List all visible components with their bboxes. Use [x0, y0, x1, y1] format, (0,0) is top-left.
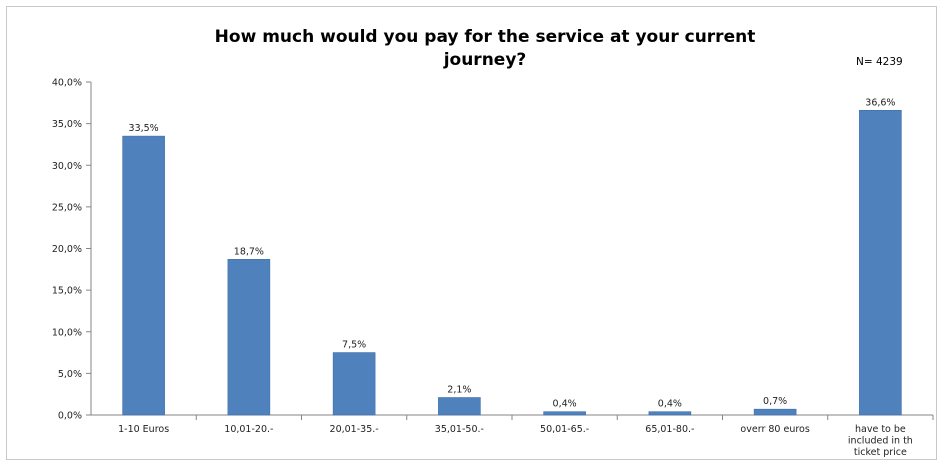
bar [332, 352, 376, 416]
y-tick-label: 20,0% [52, 244, 82, 255]
x-tick-label: 50,01-65.- [540, 424, 589, 435]
data-label: 33,5% [129, 123, 159, 134]
data-label: 0,4% [553, 399, 577, 410]
y-tick-label: 40,0% [52, 78, 82, 89]
data-label: 18,7% [234, 246, 264, 257]
x-tick-label: 35,01-50.- [435, 424, 484, 435]
bar [227, 259, 271, 416]
bar [753, 408, 797, 416]
sample-size-annotation: N= 4239 [856, 56, 903, 68]
data-label: 0,7% [763, 396, 787, 407]
bar-chart: How much would you pay for the service a… [52, 27, 934, 458]
data-label: 36,6% [865, 97, 895, 108]
y-tick-label: 35,0% [52, 119, 82, 130]
y-tick-label: 0,0% [58, 411, 82, 422]
data-label: 7,5% [342, 340, 366, 351]
labels-layer: 33,5% 1-10 Euros 18,7% 10,01-20.- 7,5% 20,01-… [118, 97, 913, 458]
y-tick-label: 5,0% [58, 369, 82, 380]
bar [648, 411, 692, 416]
x-tick-label: 20,01-35.- [330, 424, 379, 435]
x-tick-label: 1-10 Euros [118, 424, 169, 435]
x-tick-label: included in th [848, 436, 913, 447]
bar [543, 411, 586, 416]
y-tick-label: 10,0% [52, 327, 82, 338]
data-label: 2,1% [447, 385, 471, 396]
data-label: 0,4% [658, 399, 682, 410]
x-tick-label: 10,01-20.- [224, 424, 273, 435]
x-tick-label: have to be [855, 424, 906, 435]
x-tick-label: 65,01-80.- [645, 424, 694, 435]
y-tick-label: 15,0% [52, 286, 82, 297]
x-tick-label: overr 80 euros [740, 424, 809, 435]
chart-frame: How much would you pay for the service a… [6, 6, 937, 460]
y-tick-label: 30,0% [52, 161, 82, 172]
chart-title-line-2: journey? [443, 50, 527, 70]
x-tick-label: ticket price [854, 447, 907, 458]
bar [438, 397, 481, 416]
y-tick-label: 25,0% [52, 202, 82, 213]
bar [859, 110, 902, 416]
axes-layer: 0,0% 5,0% 10,0% 15,0% 20,0% 25,0% 30,0% 35,0% 40… [52, 78, 934, 422]
chart-title-line-1: How much would you pay for the service a… [215, 27, 756, 47]
bars-layer [122, 110, 902, 416]
bar [122, 135, 165, 416]
